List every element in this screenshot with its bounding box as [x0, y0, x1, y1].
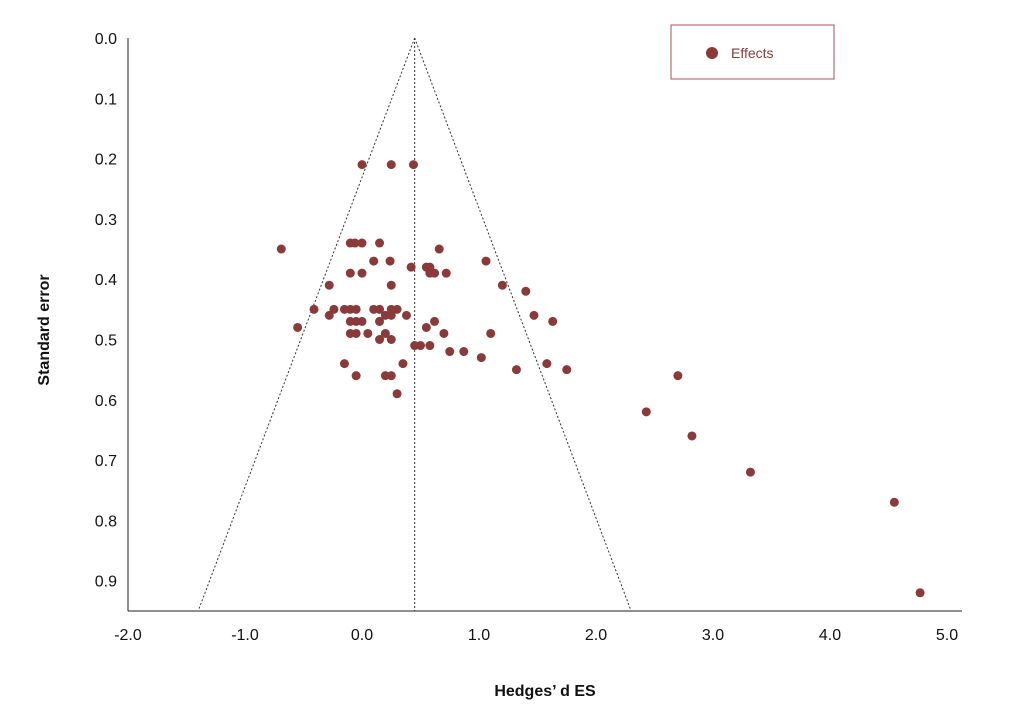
x-tick-label: 0.0 — [351, 627, 373, 644]
legend-label-effects: Effects — [731, 45, 774, 61]
data-point — [445, 347, 455, 357]
data-point — [386, 160, 396, 170]
data-point — [375, 304, 385, 314]
x-axis-ticks: -2.0 -1.0 0.0 1.0 2.0 3.0 4.0 5.0 — [114, 627, 958, 644]
data-point — [392, 304, 402, 314]
x-axis-title: Hedges’ d ES — [494, 683, 596, 700]
y-tick-label: 0.0 — [95, 31, 117, 48]
data-point — [889, 497, 899, 507]
data-point — [357, 238, 367, 248]
x-tick-label: 3.0 — [702, 627, 724, 644]
data-point — [521, 286, 531, 296]
y-tick-label: 0.6 — [95, 393, 117, 410]
data-point — [276, 244, 286, 254]
data-point — [380, 328, 390, 338]
x-tick-label: 1.0 — [468, 627, 490, 644]
data-point — [459, 347, 469, 357]
data-point — [425, 341, 435, 351]
data-point — [511, 365, 521, 375]
data-point — [406, 262, 416, 272]
y-tick-label: 0.7 — [95, 453, 117, 470]
y-tick-label: 0.2 — [95, 152, 117, 169]
legend-box — [670, 24, 835, 80]
data-point — [548, 316, 558, 326]
data-point — [293, 322, 303, 332]
data-point — [351, 371, 361, 381]
data-point — [386, 280, 396, 290]
data-point — [441, 268, 451, 278]
legend: Effects — [670, 24, 835, 80]
data-point — [309, 304, 319, 314]
plot-frame — [127, 38, 962, 612]
data-point — [357, 268, 367, 278]
data-point — [915, 588, 925, 598]
data-point — [386, 310, 396, 320]
funnel-right-line — [414, 37, 632, 612]
data-point — [375, 238, 385, 248]
x-tick-label: 5.0 — [936, 627, 958, 644]
data-point — [386, 371, 396, 381]
data-point — [351, 304, 361, 314]
data-point — [401, 310, 411, 320]
x-tick-label: 2.0 — [585, 627, 607, 644]
data-point — [408, 160, 418, 170]
funnel-lines — [197, 37, 632, 612]
y-tick-label: 0.5 — [95, 333, 117, 350]
data-point — [481, 256, 491, 266]
data-point — [339, 359, 349, 369]
data-point — [369, 256, 379, 266]
data-point — [363, 328, 373, 338]
data-point — [476, 353, 486, 363]
data-point — [421, 322, 431, 332]
y-axis-title: Standard error — [36, 274, 53, 385]
data-point — [529, 310, 539, 320]
data-points — [276, 160, 925, 598]
data-point — [430, 316, 440, 326]
data-point — [386, 335, 396, 344]
legend-marker — [706, 47, 718, 59]
data-point — [641, 407, 651, 417]
data-point — [398, 359, 408, 369]
data-point — [357, 316, 367, 326]
data-point — [375, 335, 385, 344]
data-point — [687, 431, 697, 441]
data-point — [357, 160, 367, 170]
data-point — [745, 467, 755, 477]
y-tick-label: 0.8 — [95, 513, 117, 530]
data-point — [562, 365, 572, 375]
y-tick-label: 0.3 — [95, 212, 117, 229]
data-point — [673, 371, 683, 381]
data-point — [497, 280, 507, 290]
data-point — [324, 280, 334, 290]
data-point — [430, 268, 440, 278]
data-point — [434, 244, 444, 254]
data-point — [486, 328, 496, 338]
data-point — [416, 341, 425, 351]
data-point — [542, 359, 552, 369]
data-point — [345, 268, 355, 278]
y-axis-ticks: 0.0 0.1 0.2 0.3 0.4 0.5 0.6 0.7 0.8 0.9 — [95, 31, 117, 591]
data-point — [351, 328, 361, 338]
data-point — [324, 310, 334, 320]
data-point — [439, 328, 449, 338]
data-point — [392, 389, 402, 399]
data-point — [350, 238, 360, 248]
x-tick-label: 4.0 — [819, 627, 841, 644]
x-tick-label: -2.0 — [114, 627, 142, 644]
x-tick-label: -1.0 — [231, 627, 259, 644]
data-point — [375, 316, 385, 326]
y-tick-label: 0.1 — [95, 91, 117, 108]
data-point — [385, 256, 395, 266]
y-tick-label: 0.4 — [95, 272, 117, 289]
y-tick-label: 0.9 — [95, 574, 117, 591]
